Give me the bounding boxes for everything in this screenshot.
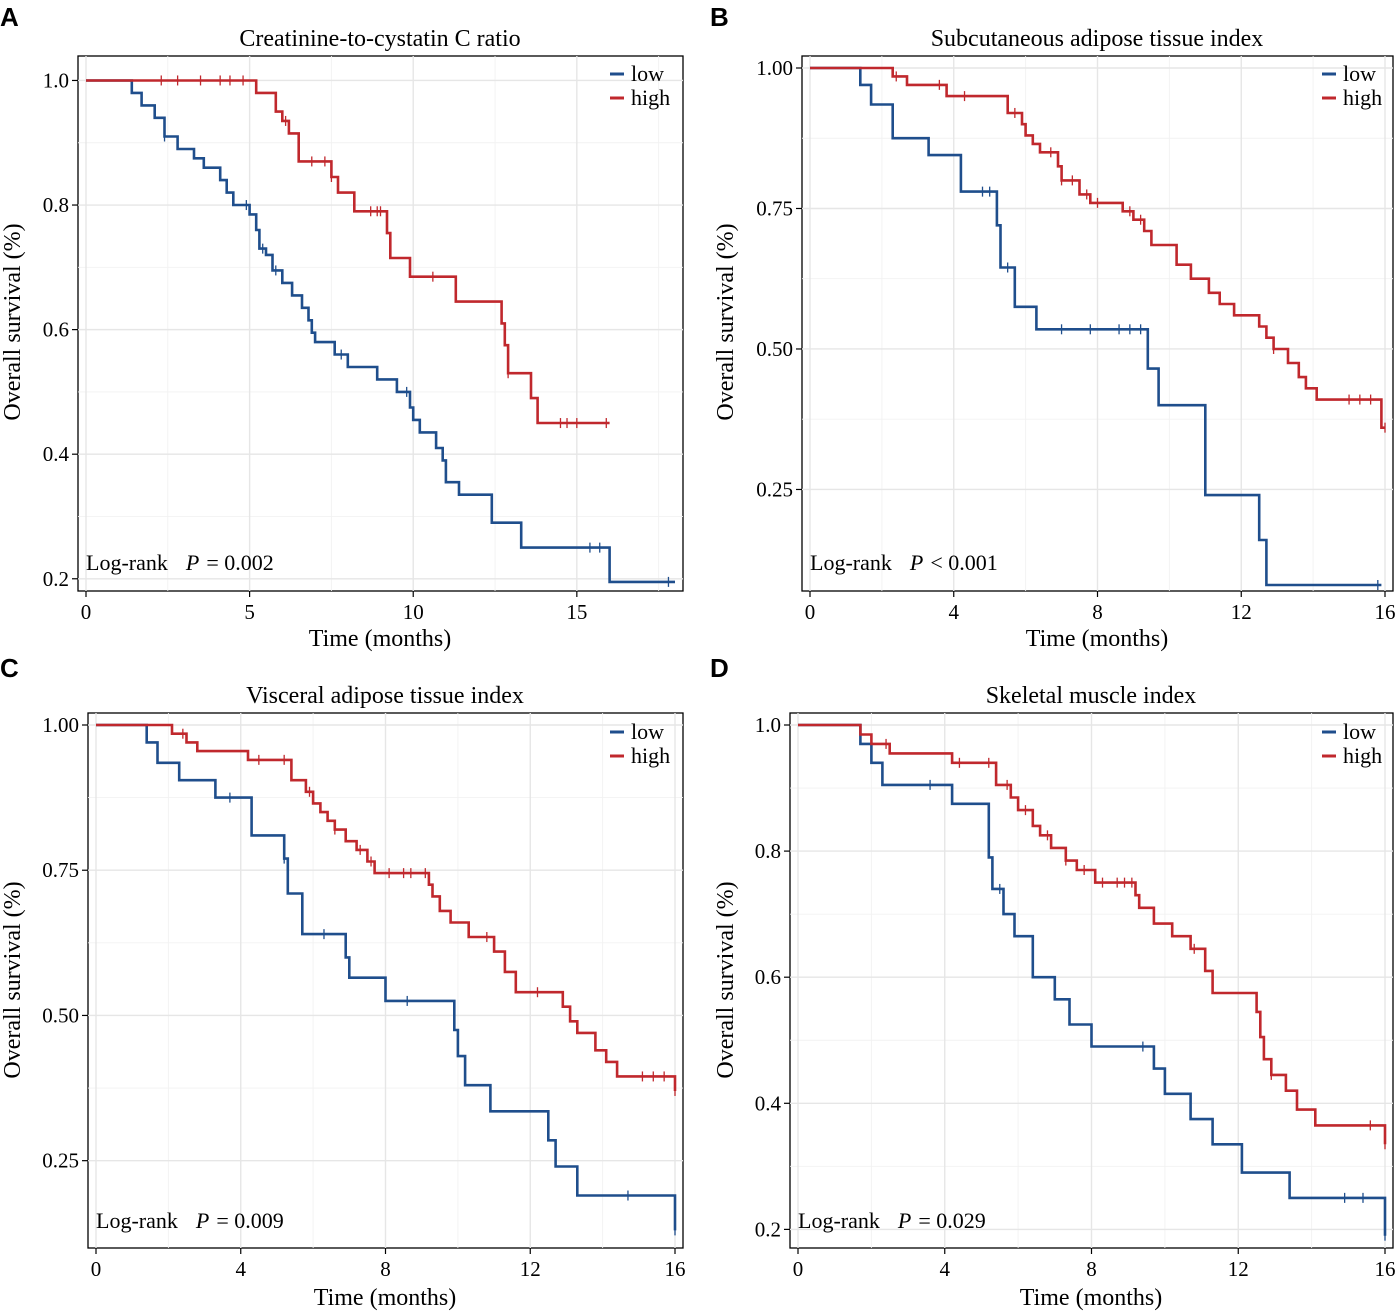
logrank-annotation: Log-rank P = 0.009	[96, 1208, 284, 1233]
panel-c: C Visceral adipose tissue index 0 4 8 12 16 0.2…	[0, 653, 686, 1311]
p-value: = 0.002	[206, 550, 273, 575]
survival-curve-high	[86, 79, 610, 425]
x-tick-label: 4	[940, 1257, 951, 1281]
x-tick-label: 12	[1228, 1257, 1249, 1281]
x-tick-label: 16	[1375, 600, 1396, 624]
x-tick-label: 15	[566, 600, 587, 624]
panel-letter: B	[710, 2, 729, 32]
p-value: < 0.001	[930, 550, 997, 575]
p-symbol: P	[897, 1208, 911, 1233]
p-symbol: P	[185, 550, 199, 575]
legend-label-high: high	[631, 85, 670, 110]
legend-label-low: low	[1343, 719, 1376, 744]
panel-title: Creatinine-to-cystatin C ratio	[239, 26, 520, 52]
y-axis-label: Overall survival (%)	[713, 881, 739, 1078]
y-tick-label: 0.75	[756, 196, 793, 220]
y-tick-label: 0.25	[756, 477, 793, 501]
legend-label-low: low	[631, 61, 664, 86]
logrank-label: Log-rank	[86, 550, 168, 575]
y-tick-label: 0.8	[43, 193, 69, 217]
panel-letter: A	[0, 2, 19, 32]
x-tick-label: 16	[1375, 1257, 1396, 1281]
logrank-annotation: Log-rank P = 0.002	[86, 550, 274, 575]
y-tick-label: 1.00	[756, 56, 793, 80]
y-tick-label: 0.4	[43, 442, 70, 466]
logrank-annotation: Log-rank P = 0.029	[798, 1208, 986, 1233]
legend-label-high: high	[1343, 743, 1382, 768]
y-tick-label: 0.50	[42, 1003, 79, 1027]
y-tick-label: 0.2	[43, 567, 69, 591]
x-tick-label: 0	[91, 1257, 102, 1281]
x-tick-label: 5	[244, 600, 255, 624]
x-tick-label: 16	[665, 1257, 686, 1281]
x-tick-label: 0	[793, 1257, 804, 1281]
survival-curve-low	[86, 79, 675, 584]
panel-a: A Creatinine-to-cystatin C ratio 0 5 10 15 0.2…	[0, 2, 684, 652]
legend-label-high: high	[1343, 85, 1382, 110]
x-tick-label: 8	[380, 1257, 391, 1281]
y-axis-label: Overall survival (%)	[713, 223, 739, 420]
survival-curve-low	[798, 723, 1387, 1236]
y-tick-label: 1.00	[42, 713, 79, 737]
x-axis-label: Time (months)	[314, 1285, 456, 1311]
y-axis-label: Overall survival (%)	[0, 223, 26, 420]
x-tick-label: 0	[805, 600, 816, 624]
p-symbol: P	[195, 1208, 209, 1233]
y-tick-label: 1.0	[755, 713, 781, 737]
x-tick-label: 8	[1086, 1257, 1097, 1281]
survival-curve-high	[798, 723, 1387, 1145]
y-tick-label: 0.8	[755, 839, 781, 863]
y-tick-label: 0.6	[43, 318, 69, 342]
panel-title: Skeletal muscle index	[986, 683, 1197, 709]
panel-title: Visceral adipose tissue index	[246, 683, 524, 709]
x-tick-label: 0	[81, 600, 92, 624]
y-tick-label: 0.50	[756, 337, 793, 361]
survival-curve-high	[810, 66, 1385, 429]
panel-title: Subcutaneous adipose tissue index	[931, 26, 1264, 52]
p-symbol: P	[909, 550, 923, 575]
x-axis-label: Time (months)	[309, 626, 451, 652]
logrank-label: Log-rank	[798, 1208, 880, 1233]
panel-letter: D	[710, 653, 729, 683]
y-tick-label: 0.75	[42, 858, 79, 882]
logrank-label: Log-rank	[810, 550, 892, 575]
legend-label-low: low	[1343, 61, 1376, 86]
panel-d: D Skeletal muscle index 0 4 8 12 16 0.2 0.4 0.6 0.…	[710, 653, 1396, 1311]
legend-label-high: high	[631, 743, 670, 768]
y-tick-label: 1.0	[43, 68, 69, 92]
x-tick-label: 10	[403, 600, 424, 624]
panel-b: B Subcutaneous adipose tissue index 0 4 8 12 1…	[710, 2, 1396, 652]
y-tick-label: 0.2	[755, 1217, 781, 1241]
y-tick-label: 0.25	[42, 1149, 79, 1173]
x-tick-label: 4	[949, 600, 960, 624]
logrank-annotation: Log-rank P < 0.001	[810, 550, 998, 575]
legend-label-low: low	[631, 719, 664, 744]
y-tick-label: 0.6	[755, 965, 781, 989]
x-tick-label: 8	[1092, 600, 1103, 624]
y-tick-label: 0.4	[755, 1091, 782, 1115]
survival-curve-high	[96, 723, 677, 1091]
x-tick-label: 4	[236, 1257, 247, 1281]
x-axis-label: Time (months)	[1020, 1285, 1162, 1311]
x-tick-label: 12	[520, 1257, 541, 1281]
p-value: = 0.029	[918, 1208, 985, 1233]
x-axis-label: Time (months)	[1026, 626, 1168, 652]
logrank-label: Log-rank	[96, 1208, 178, 1233]
y-axis-label: Overall survival (%)	[0, 881, 26, 1078]
panel-letter: C	[0, 653, 19, 683]
survival-curve-low	[96, 723, 677, 1231]
x-tick-label: 12	[1231, 600, 1252, 624]
p-value: = 0.009	[216, 1208, 283, 1233]
